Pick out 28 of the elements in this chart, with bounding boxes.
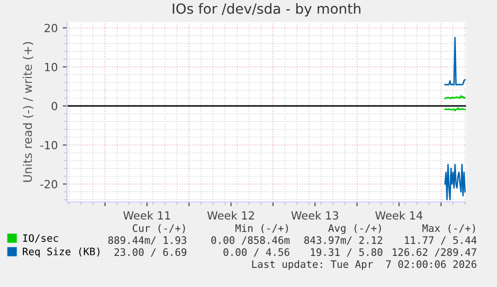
text: 23.00 / 6.69 [114, 248, 186, 257]
chart-title: IOs for /dev/sda - by month [172, 3, 360, 17]
x-tick-label: Week 14 [375, 211, 422, 220]
y-tick-label: 10 [45, 62, 58, 72]
text: 889.44m/ 1.93 [108, 236, 186, 245]
y-tick-label: 0 [52, 102, 58, 110]
text: 0.00 /858.46m [211, 236, 290, 245]
text: 126.62 /289.47 [392, 248, 476, 257]
text: Max (-/+) [422, 224, 475, 234]
x-tick-label: Week 13 [291, 211, 338, 220]
text: 19.31 / 5.80 [310, 248, 382, 257]
y-axis-title: Units read (-) / write (+) [22, 42, 34, 182]
text: Cur (-/+) [132, 224, 185, 234]
legend-label: IO/sec [23, 234, 58, 243]
x-tick-label: Week 12 [207, 211, 254, 220]
legend-label: Req Size (KB) [22, 247, 100, 258]
y-tick-label: -10 [40, 140, 58, 150]
text: 11.77 / 5.44 [404, 236, 477, 245]
y-tick-label: 20 [44, 24, 58, 32]
text: 843.97m/ 2.12 [304, 236, 382, 245]
text: Min (-/+) [235, 224, 288, 234]
y-tick-label: -20 [40, 180, 58, 188]
text: Avg (-/+) [328, 224, 381, 234]
x-tick-label: Week 11 [123, 211, 170, 220]
line-series [444, 36, 466, 86]
text: 0.00 / 4.56 [224, 248, 290, 257]
line-series [444, 164, 466, 200]
text: Last update: Tue Apr 7 02:00:06 2026 [252, 260, 476, 270]
